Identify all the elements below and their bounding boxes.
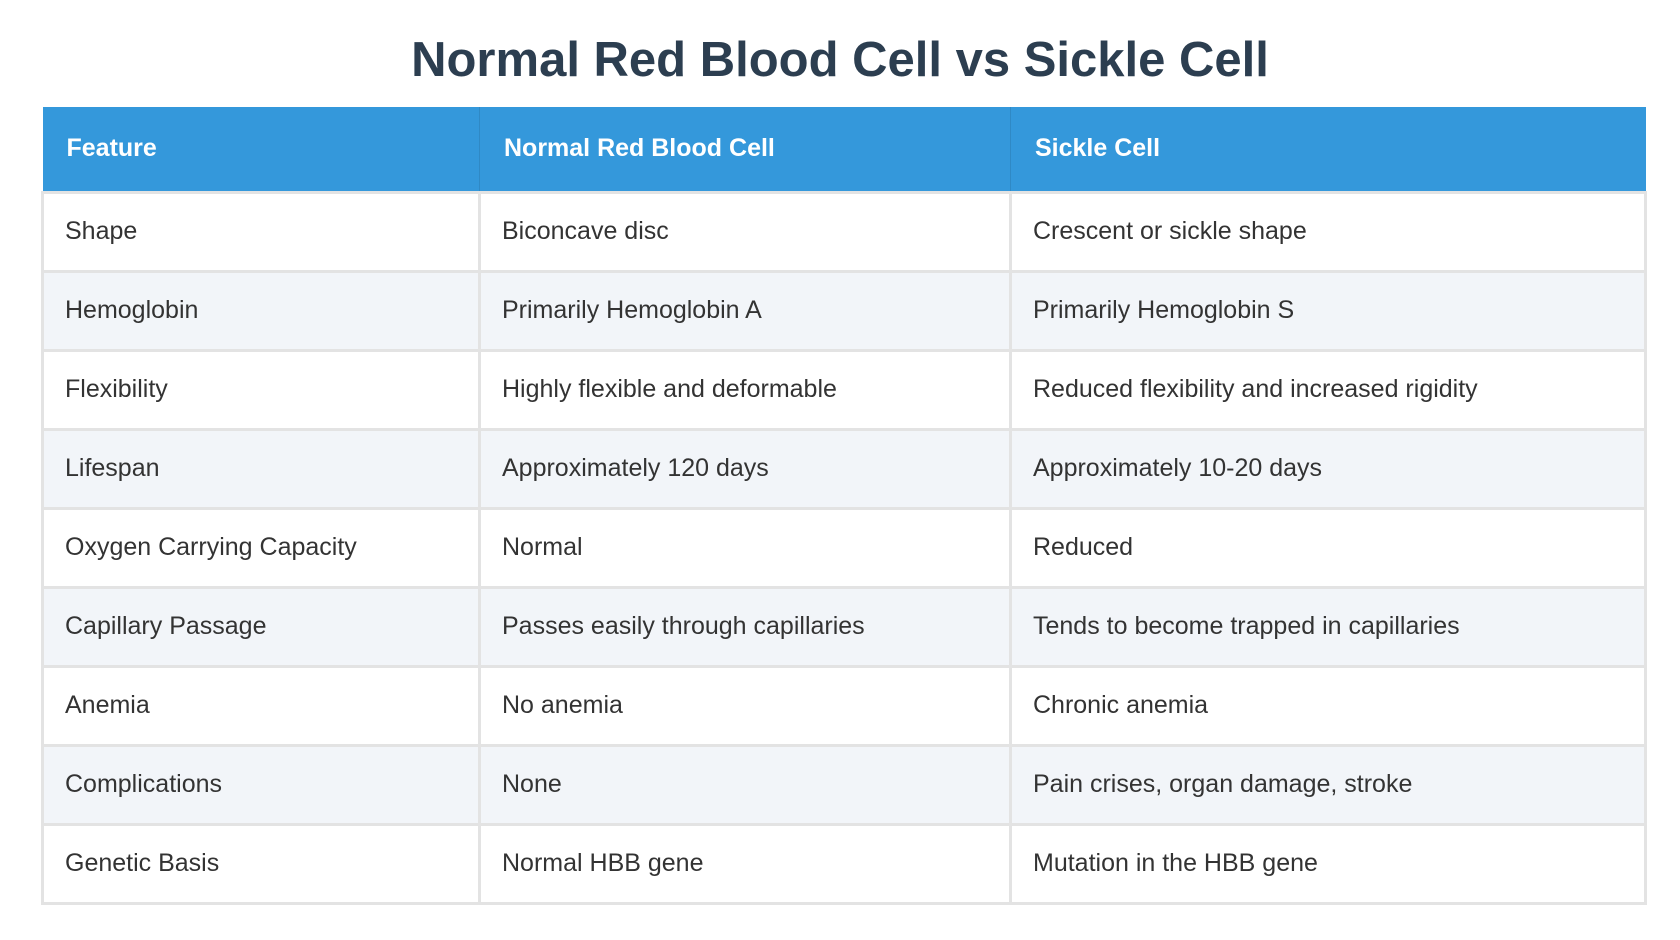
sickle-cell: Mutation in the HBB gene	[1009, 822, 1647, 905]
feature-cell: Lifespan	[41, 427, 481, 510]
feature-cell: Oxygen Carrying Capacity	[41, 506, 481, 589]
table-row: Capillary Passage Passes easily through …	[41, 585, 1647, 668]
table-row: Complications None Pain crises, organ da…	[41, 743, 1647, 826]
table-row: Genetic Basis Normal HBB gene Mutation i…	[41, 822, 1647, 905]
sickle-cell: Reduced	[1009, 506, 1647, 589]
page-title: Normal Red Blood Cell vs Sickle Cell	[411, 33, 1269, 87]
table-row: Shape Biconcave disc Crescent or sickle …	[41, 190, 1647, 273]
column-header-sickle-cell: Sickle Cell	[1010, 107, 1646, 192]
feature-cell: Complications	[41, 743, 481, 826]
sickle-cell: Crescent or sickle shape	[1009, 190, 1647, 273]
table-row: Hemoglobin Primarily Hemoglobin A Primar…	[41, 269, 1647, 352]
normal-cell: No anemia	[478, 664, 1012, 747]
normal-cell: Normal HBB gene	[478, 822, 1012, 905]
table-row: Oxygen Carrying Capacity Normal Reduced	[41, 506, 1647, 589]
table-body: Shape Biconcave disc Crescent or sickle …	[41, 190, 1647, 905]
feature-cell: Flexibility	[41, 348, 481, 431]
header-row: Feature Normal Red Blood Cell Sickle Cel…	[42, 107, 1646, 192]
normal-cell: None	[478, 743, 1012, 826]
sickle-cell: Chronic anemia	[1009, 664, 1647, 747]
feature-cell: Hemoglobin	[41, 269, 481, 352]
normal-cell: Primarily Hemoglobin A	[478, 269, 1012, 352]
table-row: Flexibility Highly flexible and deformab…	[41, 348, 1647, 431]
sickle-cell: Approximately 10-20 days	[1009, 427, 1647, 510]
sickle-cell: Pain crises, organ damage, stroke	[1009, 743, 1647, 826]
comparison-table-container: Feature Normal Red Blood Cell Sickle Cel…	[41, 107, 1647, 905]
sickle-cell: Reduced flexibility and increased rigidi…	[1009, 348, 1647, 431]
feature-cell: Genetic Basis	[41, 822, 481, 905]
feature-cell: Anemia	[41, 664, 481, 747]
table-row: Anemia No anemia Chronic anemia	[41, 664, 1647, 747]
comparison-table: Feature Normal Red Blood Cell Sickle Cel…	[41, 107, 1647, 905]
normal-cell: Passes easily through capillaries	[478, 585, 1012, 668]
sickle-cell: Tends to become trapped in capillaries	[1009, 585, 1647, 668]
normal-cell: Highly flexible and deformable	[478, 348, 1012, 431]
table-header: Feature Normal Red Blood Cell Sickle Cel…	[42, 107, 1646, 192]
table-row: Lifespan Approximately 120 days Approxim…	[41, 427, 1647, 510]
feature-cell: Shape	[41, 190, 481, 273]
sickle-cell: Primarily Hemoglobin S	[1009, 269, 1647, 352]
feature-cell: Capillary Passage	[41, 585, 481, 668]
normal-cell: Normal	[478, 506, 1012, 589]
normal-cell: Biconcave disc	[478, 190, 1012, 273]
column-header-feature: Feature	[42, 107, 480, 192]
column-header-normal-red-blood-cell: Normal Red Blood Cell	[479, 107, 1011, 192]
normal-cell: Approximately 120 days	[478, 427, 1012, 510]
